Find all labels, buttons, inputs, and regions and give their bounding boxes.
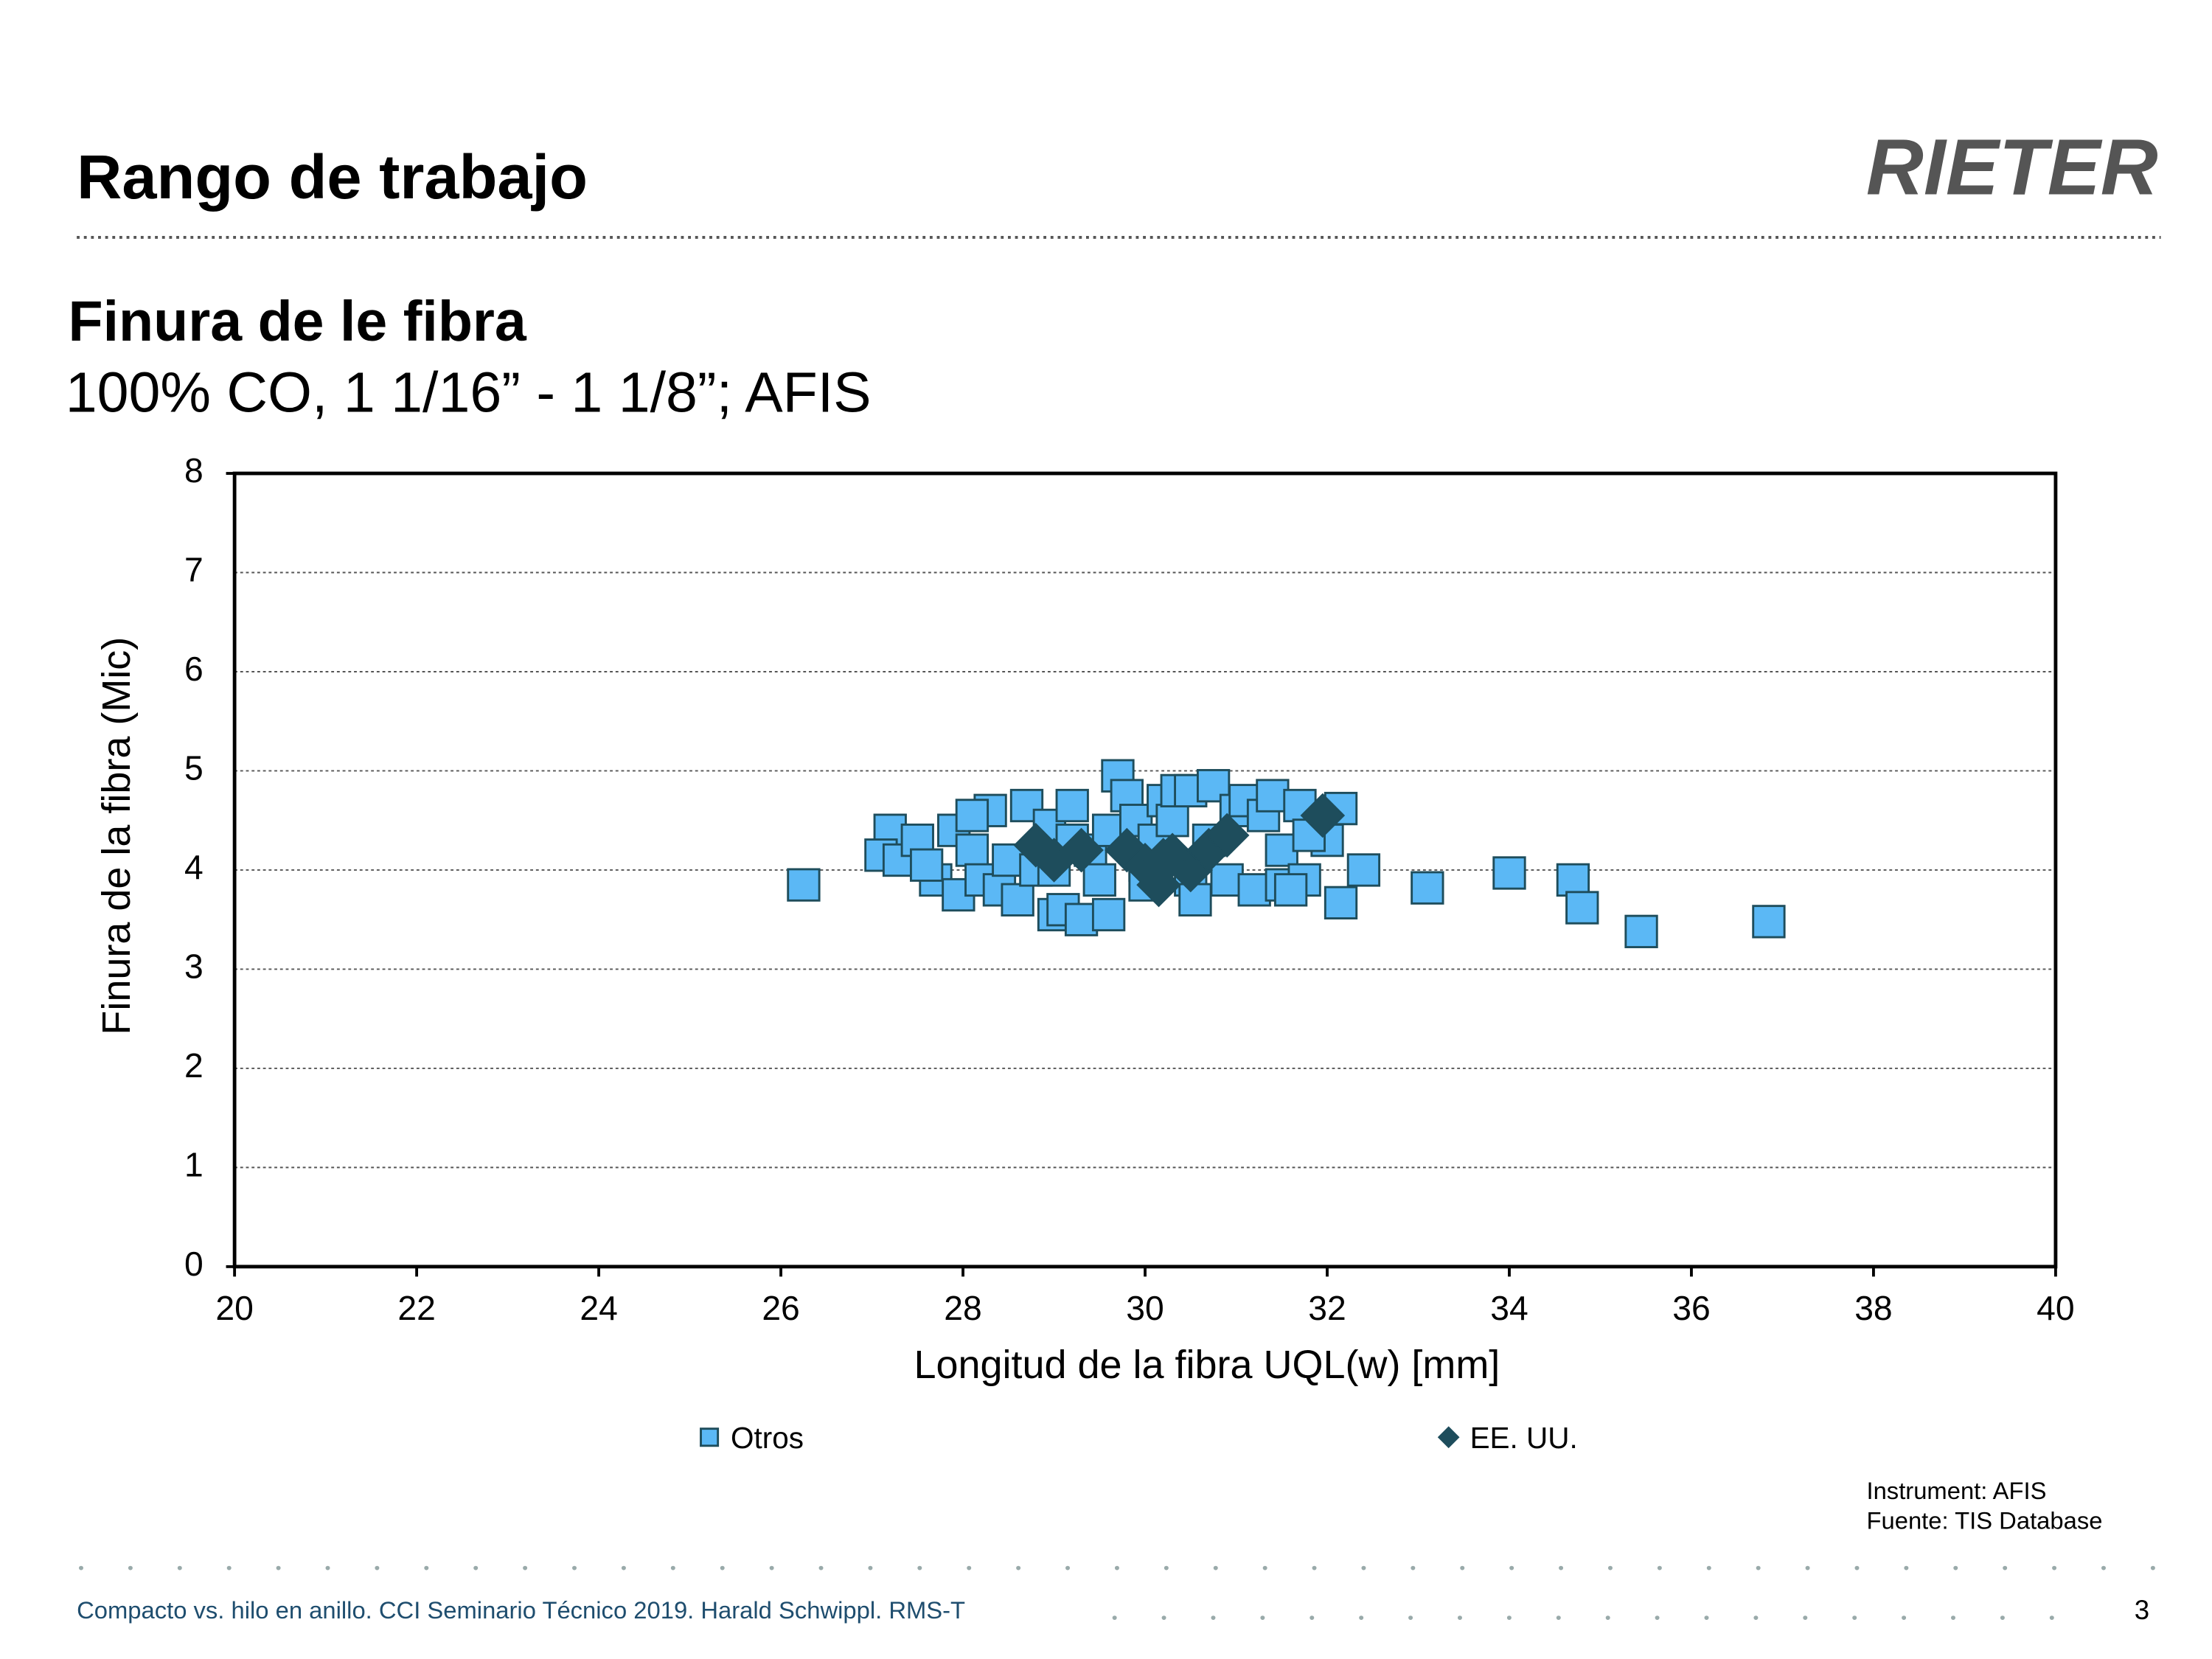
point — [1001, 883, 1034, 917]
y-tick-label: 6 — [184, 650, 204, 688]
point — [1411, 871, 1444, 905]
point — [787, 868, 821, 902]
y-tick-label: 7 — [184, 551, 204, 589]
x-tick-label: 30 — [1126, 1289, 1164, 1327]
point — [1204, 813, 1250, 858]
point — [1141, 838, 1186, 883]
y-tick-label: 4 — [184, 848, 204, 886]
y-tick-label: 3 — [184, 947, 204, 986]
point — [909, 848, 944, 882]
point — [1324, 886, 1358, 919]
legend-label: Otros — [731, 1421, 804, 1455]
point — [955, 833, 990, 867]
y-tick-label: 0 — [184, 1245, 204, 1283]
x-tick-label: 32 — [1308, 1289, 1346, 1327]
y-tick-label: 1 — [184, 1146, 204, 1184]
legend-marker — [1437, 1426, 1460, 1449]
point — [1064, 902, 1099, 936]
point — [1059, 827, 1104, 873]
page-number: 3 — [2135, 1595, 2149, 1625]
x-tick-label: 22 — [397, 1289, 435, 1327]
legend-label: EE. UU. — [1470, 1421, 1578, 1455]
point — [1300, 793, 1346, 838]
point — [1055, 788, 1089, 823]
x-tick-label: 26 — [762, 1289, 799, 1327]
y-axis-label: Finura de la fibra (Mic) — [94, 637, 139, 1035]
x-tick-label: 38 — [1854, 1289, 1892, 1327]
x-tick-label: 36 — [1672, 1289, 1710, 1327]
plot-frame — [232, 471, 2058, 1269]
footer-text: Compacto vs. hilo en anillo. CCI Seminar… — [77, 1596, 965, 1624]
logo: RIETER — [1866, 122, 2158, 212]
chart-subtitle: 100% CO, 1 1/16” - 1 1/8”; AFIS — [66, 361, 872, 424]
point — [1624, 914, 1658, 948]
point — [1091, 897, 1126, 932]
point — [1013, 823, 1059, 868]
note: Instrument: AFIS — [1866, 1477, 2046, 1504]
legend-marker — [700, 1427, 720, 1447]
y-tick-label: 2 — [184, 1046, 204, 1085]
point — [955, 799, 990, 832]
point — [1265, 833, 1298, 867]
point — [1178, 883, 1212, 917]
x-tick-label: 24 — [580, 1289, 617, 1327]
point — [1082, 863, 1116, 897]
note: Fuente: TIS Database — [1866, 1507, 2102, 1534]
point — [1565, 891, 1599, 925]
x-axis-label: Longitud de la fibra UQL(w) [mm] — [914, 1343, 1500, 1387]
y-tick-label: 5 — [184, 749, 204, 787]
point — [1273, 873, 1308, 907]
point — [1556, 863, 1590, 897]
point — [1492, 856, 1526, 890]
chart-title: Finura de le fibra — [69, 290, 527, 353]
x-tick-label: 28 — [944, 1289, 981, 1327]
y-tick-label: 8 — [184, 451, 204, 490]
slide-title: Rango de trabajo — [77, 142, 588, 212]
x-tick-label: 20 — [215, 1289, 253, 1327]
point — [1155, 804, 1189, 838]
point — [1752, 905, 1786, 939]
x-tick-label: 34 — [1490, 1289, 1528, 1327]
point — [1346, 853, 1381, 887]
x-tick-label: 40 — [2037, 1289, 2074, 1327]
